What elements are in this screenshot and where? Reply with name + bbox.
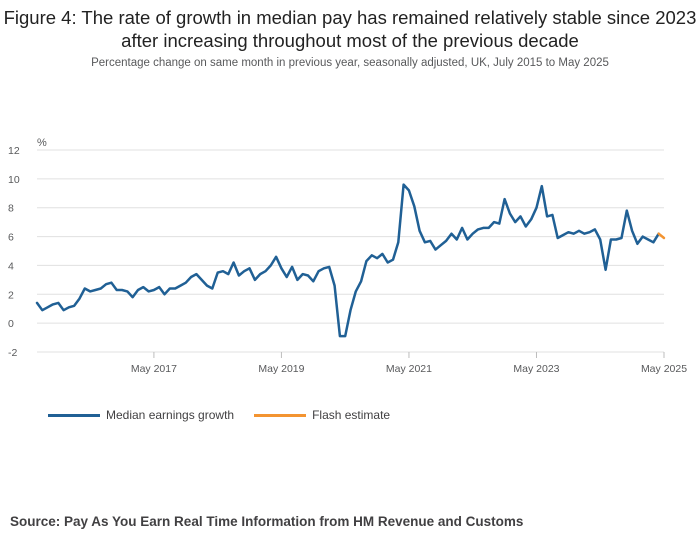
- x-axis-ticks: May 2017 May 2019 May 2021 May 2023 May 2025: [131, 352, 687, 375]
- legend-item-flash[interactable]: Flash estimate: [254, 408, 390, 422]
- y-axis-unit-label: %: [37, 137, 47, 149]
- y-tick-label: 0: [8, 318, 14, 330]
- legend: Median earnings growth Flash estimate: [48, 408, 410, 422]
- y-tick-label: 8: [8, 203, 14, 215]
- x-tick-label: May 2025: [641, 363, 687, 375]
- chart-title: Figure 4: The rate of growth in median p…: [3, 7, 697, 51]
- chart-subtitle: Percentage change on same month in previ…: [91, 57, 609, 69]
- legend-label-flash: Flash estimate: [312, 408, 391, 422]
- source-note: Source: Pay As You Earn Real Time Inform…: [10, 514, 524, 529]
- x-tick-label: May 2021: [386, 363, 432, 375]
- series-line-flash-estimate: [657, 232, 666, 240]
- y-axis-ticks: -2 0 2 4 6 8 10 12: [8, 145, 20, 359]
- y-tick-label: 12: [8, 145, 20, 157]
- y-tick-label: 4: [8, 260, 14, 272]
- series-lines: [35, 183, 666, 338]
- legend-label-median: Median earnings growth: [106, 408, 235, 422]
- series-line-median-earnings: [35, 183, 660, 338]
- legend-item-median[interactable]: Median earnings growth: [48, 408, 234, 422]
- y-tick-label: -2: [8, 347, 17, 359]
- y-tick-label: 2: [8, 289, 14, 301]
- grid-lines: [37, 149, 664, 353]
- x-tick-label: May 2019: [258, 363, 304, 375]
- x-tick-label: May 2023: [513, 363, 559, 375]
- y-tick-label: 6: [8, 232, 14, 244]
- legend-swatch-median: [48, 413, 100, 417]
- y-tick-label: 10: [8, 174, 20, 186]
- legend-swatch-flash: [254, 413, 307, 417]
- x-tick-label: May 2017: [131, 363, 177, 375]
